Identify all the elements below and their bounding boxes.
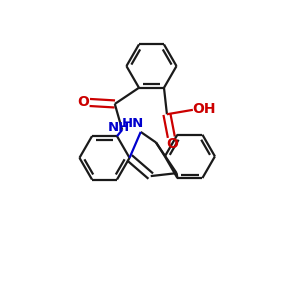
Text: O: O: [77, 95, 89, 109]
Text: NH: NH: [108, 121, 130, 134]
Text: HN: HN: [122, 117, 144, 130]
Text: OH: OH: [192, 102, 216, 116]
Text: O: O: [167, 137, 178, 151]
